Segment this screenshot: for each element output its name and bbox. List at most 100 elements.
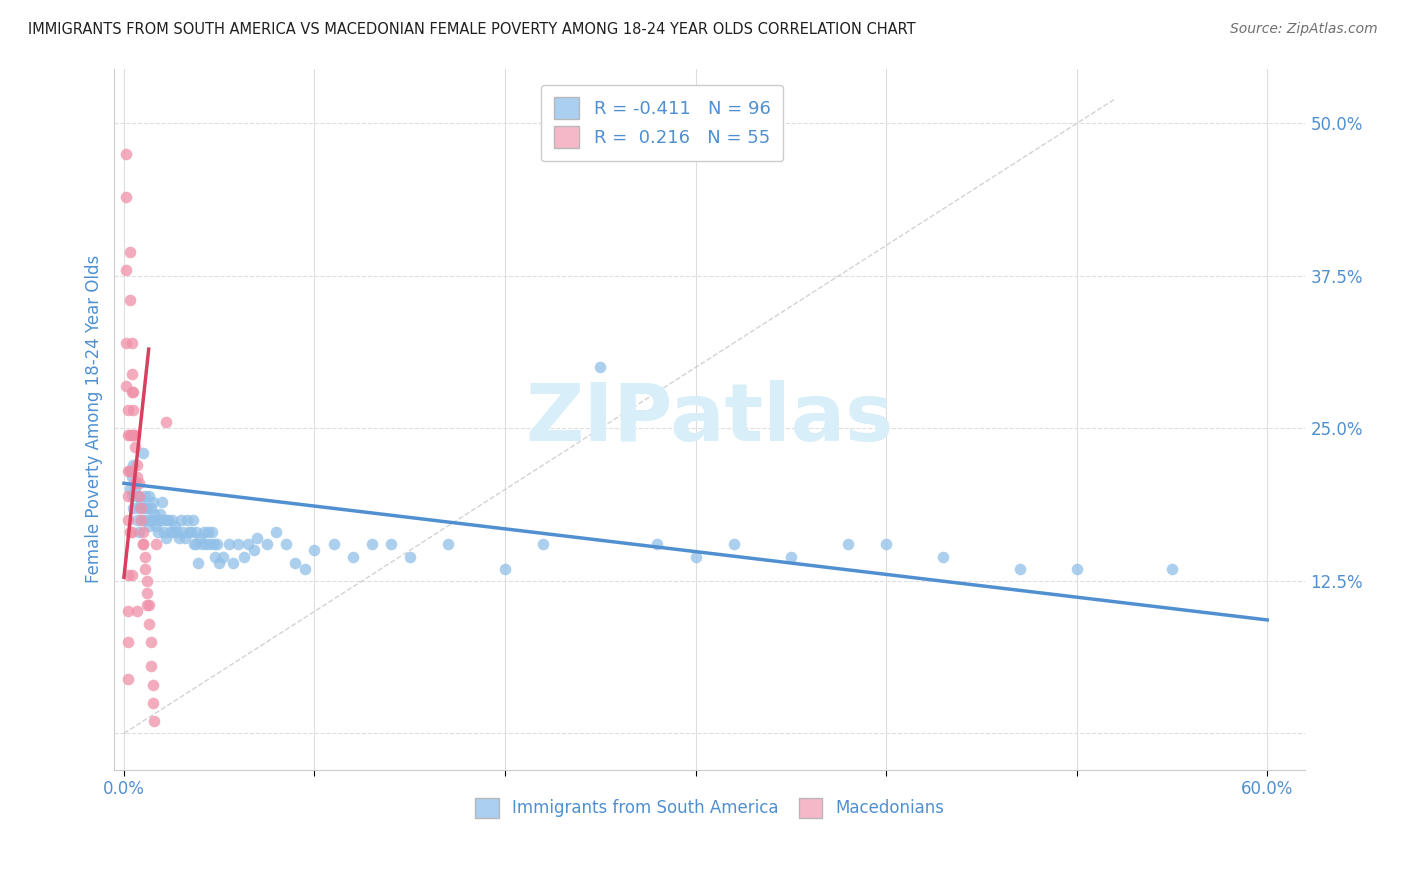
Point: [117, 635, 139, 649]
Point: [218, 537, 240, 551]
Point: [115, 378, 138, 392]
Point: [134, 549, 156, 564]
Point: [121, 427, 143, 442]
Point: [159, 525, 181, 540]
Point: [128, 489, 150, 503]
Text: IMMIGRANTS FROM SOUTH AMERICA VS MACEDONIAN FEMALE POVERTY AMONG 18-24 YEAR OLDS: IMMIGRANTS FROM SOUTH AMERICA VS MACEDON…: [28, 22, 915, 37]
Legend: Immigrants from South America, Macedonians: Immigrants from South America, Macedonia…: [468, 791, 950, 825]
Point: [124, 440, 146, 454]
Point: [139, 659, 162, 673]
Point: [132, 537, 155, 551]
Y-axis label: Female Poverty Among 18-24 Year Olds: Female Poverty Among 18-24 Year Olds: [86, 255, 103, 583]
Text: Source: ZipAtlas.com: Source: ZipAtlas.com: [1230, 22, 1378, 37]
Point: [135, 513, 157, 527]
Point: [153, 525, 176, 540]
Point: [128, 500, 150, 515]
Point: [274, 537, 297, 551]
Point: [118, 427, 141, 442]
Point: [127, 489, 149, 503]
Point: [194, 537, 217, 551]
Point: [122, 384, 145, 399]
Point: [342, 549, 364, 564]
Point: [242, 543, 264, 558]
Point: [124, 483, 146, 497]
Point: [186, 537, 208, 551]
Point: [186, 525, 208, 540]
Point: [198, 537, 221, 551]
Point: [304, 543, 326, 558]
Point: [143, 507, 166, 521]
Point: [121, 567, 143, 582]
Point: [212, 549, 235, 564]
Point: [166, 525, 188, 540]
Point: [837, 537, 859, 551]
Point: [155, 415, 177, 429]
Point: [135, 574, 157, 588]
Point: [180, 525, 202, 540]
Point: [167, 531, 190, 545]
Point: [172, 525, 194, 540]
Point: [118, 483, 141, 497]
Point: [294, 562, 316, 576]
Point: [124, 427, 146, 442]
Point: [170, 513, 193, 527]
Point: [162, 525, 184, 540]
Point: [141, 494, 163, 508]
Point: [121, 525, 143, 540]
Point: [139, 513, 162, 527]
Point: [494, 562, 516, 576]
Point: [117, 513, 139, 527]
Point: [266, 525, 288, 540]
Point: [176, 513, 198, 527]
Point: [149, 507, 172, 521]
Point: [183, 537, 205, 551]
Point: [134, 500, 156, 515]
Point: [204, 549, 226, 564]
Point: [127, 458, 149, 472]
Point: [121, 336, 143, 351]
Point: [117, 672, 139, 686]
Point: [118, 293, 141, 308]
Point: [128, 476, 150, 491]
Point: [188, 531, 211, 545]
Point: [127, 604, 149, 618]
Point: [160, 513, 183, 527]
Point: [118, 464, 141, 478]
Point: [233, 549, 256, 564]
Point: [723, 537, 745, 551]
Point: [360, 537, 382, 551]
Point: [121, 470, 143, 484]
Point: [127, 513, 149, 527]
Point: [145, 537, 167, 551]
Point: [380, 537, 402, 551]
Point: [1008, 562, 1031, 576]
Point: [284, 556, 307, 570]
Point: [322, 537, 344, 551]
Point: [132, 446, 155, 460]
Point: [150, 494, 173, 508]
Point: [135, 586, 157, 600]
Point: [122, 500, 145, 515]
Point: [121, 489, 143, 503]
Point: [115, 262, 138, 277]
Point: [129, 500, 152, 515]
Point: [174, 531, 197, 545]
Point: [155, 513, 177, 527]
Point: [208, 556, 231, 570]
Point: [150, 513, 173, 527]
Point: [141, 677, 163, 691]
Text: ZIPatlas: ZIPatlas: [526, 380, 894, 458]
Point: [117, 427, 139, 442]
Point: [139, 635, 162, 649]
Point: [1066, 562, 1088, 576]
Point: [117, 604, 139, 618]
Point: [165, 519, 187, 533]
Point: [132, 513, 155, 527]
Point: [134, 562, 156, 576]
Point: [437, 537, 460, 551]
Point: [177, 525, 200, 540]
Point: [132, 537, 155, 551]
Point: [932, 549, 955, 564]
Point: [128, 525, 150, 540]
Point: [141, 513, 163, 527]
